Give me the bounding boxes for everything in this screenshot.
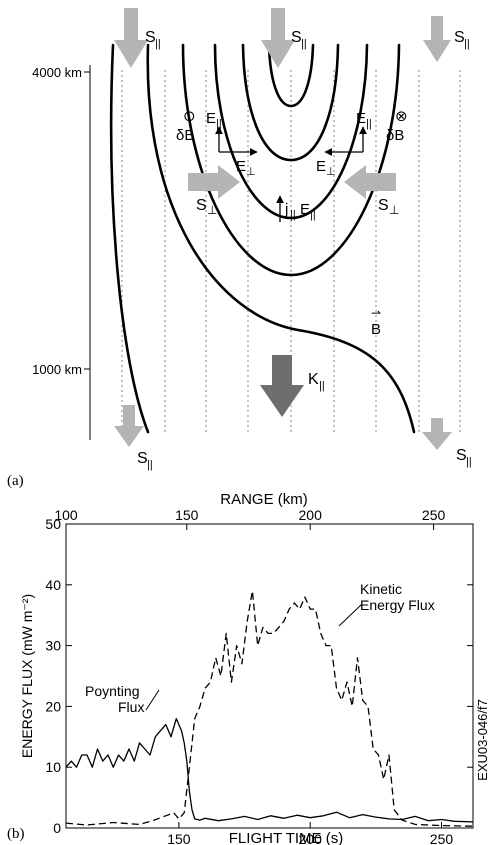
b-field-label: ⇀ B [371, 306, 381, 338]
svg-text:E: E [236, 158, 246, 175]
svg-text:Energy Flux: Energy Flux [360, 597, 435, 613]
y-tick-label-0: 0 [53, 820, 61, 836]
x-tick-label-2: 250 [430, 831, 454, 845]
svg-text:||: || [310, 209, 316, 221]
svg-text:Kinetic: Kinetic [360, 581, 402, 597]
x-tick-label-1: 200 [299, 831, 323, 845]
x-tick-label-0: 150 [167, 831, 191, 845]
x2-tick-label-2: 200 [299, 507, 323, 523]
svg-text:δB: δB [176, 127, 194, 144]
x2-tick-label-1: 150 [175, 507, 199, 523]
svg-text:S: S [145, 29, 156, 46]
svg-text:δB: δB [386, 127, 404, 144]
annotation-poynting: Poynting Flux [85, 683, 160, 715]
figure-watermark: EXU03-046/f7 [475, 699, 490, 781]
axis-ticks: 150 200 250 100 150 200 250 0 10 20 30 40 50 [45, 507, 473, 845]
k-par-arrow: K || [260, 355, 325, 417]
panel-b-chart: 150 200 250 100 150 200 250 0 10 20 30 40 50 RANGE (… [7, 491, 490, 845]
svg-text:||: || [216, 118, 222, 130]
svg-text:E: E [356, 110, 366, 127]
s-par-arrows-bottom: S || S || [114, 405, 472, 471]
svg-text:S: S [137, 450, 148, 467]
contour-2 [241, 43, 340, 162]
s-par-arrows-top: S || S || S || [114, 8, 470, 68]
svg-text:S: S [378, 197, 389, 214]
y-axis-title: ENERGY FLUX (mW m⁻²) [19, 594, 35, 758]
s-par-arrow-right: S || [423, 16, 470, 62]
svg-text:⊗: ⊗ [395, 108, 408, 125]
delta-b-left: ⊙ δB [176, 108, 196, 144]
y-tick-label-5: 50 [45, 516, 61, 532]
x-axis-title: FLIGHT TIME (s) [229, 830, 343, 845]
guide-lines [121, 70, 461, 432]
svg-text:||: || [290, 209, 296, 221]
s-par-arrow-center: S || [261, 8, 307, 68]
svg-text:⊙: ⊙ [183, 108, 196, 125]
svg-text:E: E [316, 158, 326, 175]
panel-a-label: (a) [7, 473, 24, 489]
svg-text:B: B [371, 321, 381, 338]
altitude-label-4000: 4000 km [32, 65, 82, 80]
y-tick-label-2: 20 [45, 698, 61, 714]
s-par-arrow-bottom-left: S || [114, 405, 153, 471]
delta-b-right: ⊗ δB [386, 108, 408, 144]
altitude-label-1000: 1000 km [32, 362, 82, 377]
svg-text:S: S [456, 447, 467, 464]
svg-text:||: || [366, 118, 372, 130]
contour-5-asym [146, 43, 416, 434]
potential-contours [109, 43, 416, 434]
s-perp-arrow-right: S ⊥ [344, 165, 399, 217]
svg-text:⊥: ⊥ [207, 203, 217, 217]
svg-text:||: || [155, 38, 161, 50]
s-perp-arrow-left: S ⊥ [188, 165, 240, 217]
series-line-poynting [65, 717, 474, 823]
svg-text:S: S [454, 29, 465, 46]
x2-tick-label-3: 250 [422, 507, 446, 523]
svg-text:⊥: ⊥ [326, 166, 336, 178]
panel-b-label: (b) [7, 826, 25, 842]
svg-text:Flux: Flux [118, 699, 144, 715]
svg-text:⊥: ⊥ [389, 203, 399, 217]
series-lines [65, 590, 474, 827]
svg-text:S: S [196, 197, 207, 214]
contour-4 [181, 43, 401, 277]
x2-tick-label-0: 100 [54, 507, 78, 523]
svg-text:E: E [206, 110, 216, 127]
svg-text:S: S [291, 29, 302, 46]
s-par-arrow-left: S || [114, 8, 161, 68]
y-tick-label-3: 30 [45, 638, 61, 654]
current-vector: j || E || [276, 195, 316, 222]
series-line-kinetic [65, 590, 474, 827]
svg-text:Poynting: Poynting [85, 683, 139, 699]
annotation-kinetic: Kinetic Energy Flux [338, 581, 435, 627]
svg-text:⊥: ⊥ [246, 166, 256, 178]
svg-text:||: || [319, 380, 325, 392]
svg-text:||: || [301, 38, 307, 50]
contour-6-left [109, 43, 150, 434]
svg-text:j: j [284, 201, 288, 218]
svg-text:E: E [300, 201, 310, 218]
panel-a-diagram: 4000 km 1000 km S [7, 8, 472, 489]
plot-frame [65, 523, 474, 829]
contour-1 [267, 43, 315, 108]
y-tick-label-1: 10 [45, 759, 61, 775]
svg-text:||: || [466, 456, 472, 468]
svg-text:||: || [147, 459, 153, 471]
x2-axis-title: RANGE (km) [220, 491, 308, 508]
contour-3 [213, 43, 369, 220]
svg-text:||: || [464, 38, 470, 50]
e-vector-right: E || E ⊥ [316, 110, 372, 178]
e-vector-left: E || E ⊥ [206, 110, 258, 178]
svg-text:K: K [308, 371, 319, 388]
y-tick-label-4: 40 [45, 577, 61, 593]
s-par-arrow-bottom-right: S || [422, 418, 472, 468]
svg-text:⇀: ⇀ [371, 306, 381, 320]
